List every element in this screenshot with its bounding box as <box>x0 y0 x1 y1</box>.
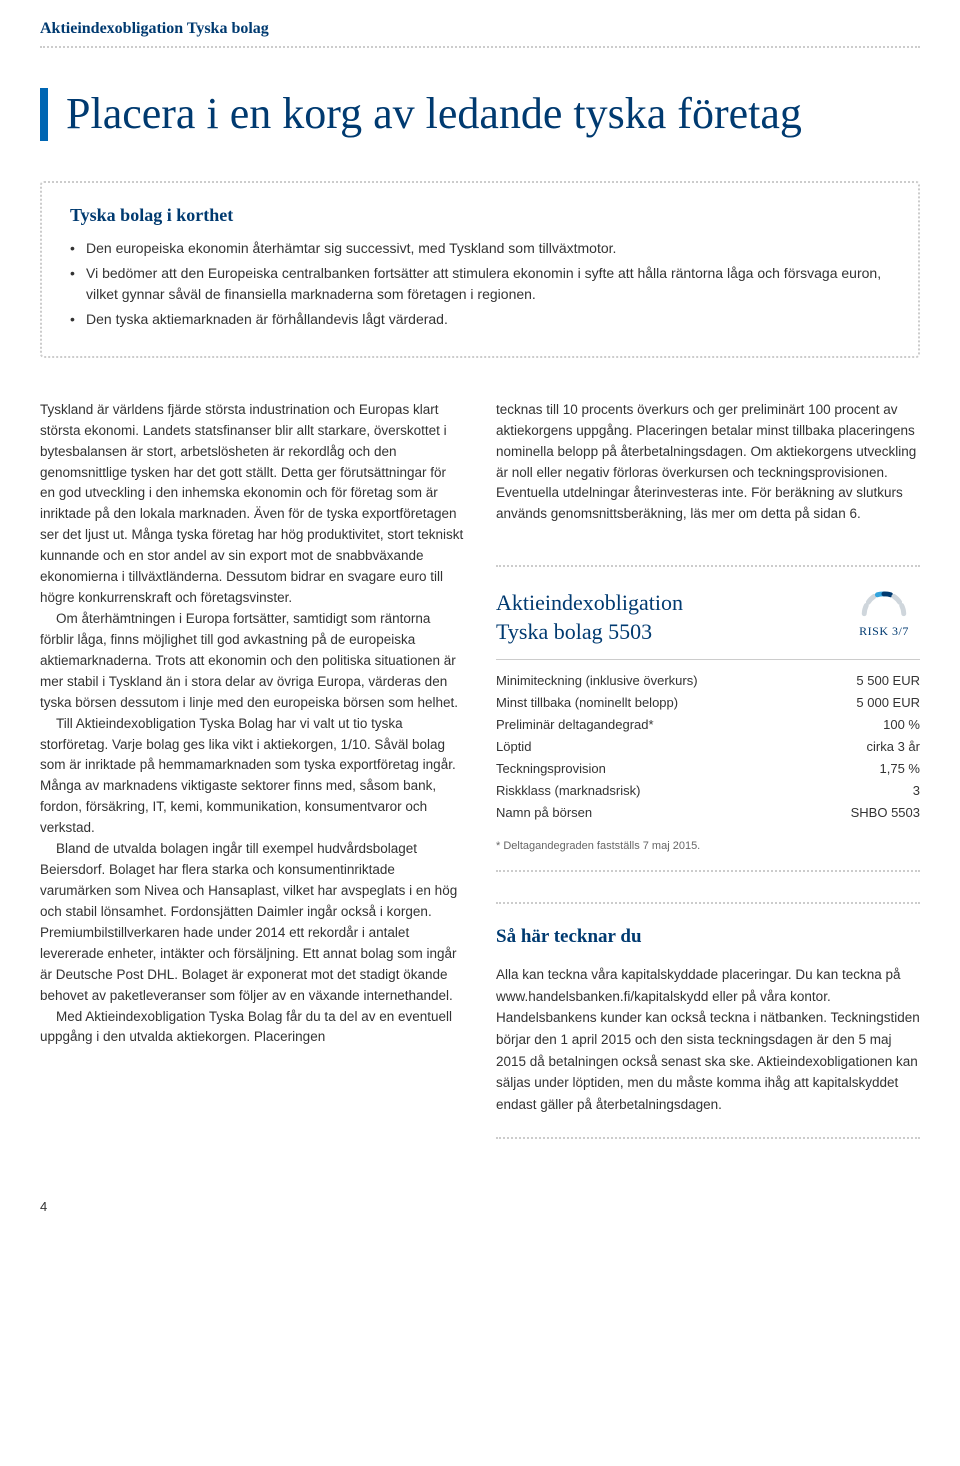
info-card-title-line1: Aktieindexobligation <box>496 590 683 615</box>
info-row: Preliminär deltagandegrad* 100 % <box>496 714 920 736</box>
info-rows: Minimiteckning (inklusive överkurs) 5 50… <box>496 670 920 825</box>
info-row-label: Minst tillbaka (nominellt belopp) <box>496 692 678 714</box>
info-row-label: Preliminär deltagandegrad* <box>496 714 654 736</box>
page-header: Aktieindexobligation Tyska bolag <box>40 20 920 48</box>
info-card-header: Aktieindexobligation Tyska bolag 5503 <box>496 589 920 646</box>
body-paragraph: tecknas till 10 procents överkurs och ge… <box>496 400 920 526</box>
body-paragraph: Om återhämtningen i Europa fortsätter, s… <box>40 609 464 714</box>
body-paragraph: Med Aktieindexobligation Tyska Bolag får… <box>40 1007 464 1049</box>
risk-badge: RISK 3/7 <box>848 589 920 639</box>
info-row: Riskklass (marknadsrisk) 3 <box>496 780 920 802</box>
right-body-text: tecknas till 10 procents överkurs och ge… <box>496 400 920 526</box>
info-row-label: Teckningsprovision <box>496 758 606 780</box>
right-column: tecknas till 10 procents överkurs och ge… <box>496 400 920 1140</box>
info-row-value: 5 500 EUR <box>856 670 920 692</box>
summary-box: Tyska bolag i korthet Den europeiska eko… <box>40 181 920 358</box>
summary-list: Den europeiska ekonomin återhämtar sig s… <box>70 238 890 330</box>
info-row: Namn på börsen SHBO 5503 <box>496 802 920 824</box>
info-row: Teckningsprovision 1,75 % <box>496 758 920 780</box>
howto-text: Alla kan teckna våra kapitalskyddade pla… <box>496 964 920 1115</box>
info-row-label: Riskklass (marknadsrisk) <box>496 780 640 802</box>
info-row: Minimiteckning (inklusive överkurs) 5 50… <box>496 670 920 692</box>
info-card-title-line2: Tyska bolag 5503 <box>496 619 652 644</box>
info-row: Löptid cirka 3 år <box>496 736 920 758</box>
risk-label: RISK 3/7 <box>848 624 920 639</box>
summary-title: Tyska bolag i korthet <box>70 205 890 226</box>
info-row-value: 100 % <box>883 714 920 736</box>
product-info-card: Aktieindexobligation Tyska bolag 5503 <box>496 565 920 872</box>
body-paragraph: Till Aktieindexobligation Tyska Bolag ha… <box>40 714 464 840</box>
body-paragraph: Bland de utvalda bolagen ingår till exem… <box>40 839 464 1006</box>
info-row-label: Löptid <box>496 736 531 758</box>
info-footnote: * Deltagandegraden fastställs 7 maj 2015… <box>496 840 920 852</box>
left-column: Tyskland är världens fjärde största indu… <box>40 400 464 1140</box>
howto-card: Så här tecknar du Alla kan teckna våra k… <box>496 902 920 1139</box>
info-card-divider <box>496 659 920 660</box>
info-row-label: Minimiteckning (inklusive överkurs) <box>496 670 698 692</box>
info-row-label: Namn på börsen <box>496 802 592 824</box>
info-row-value: cirka 3 år <box>867 736 920 758</box>
howto-title: Så här tecknar du <box>496 926 920 948</box>
info-card-title: Aktieindexobligation Tyska bolag 5503 <box>496 589 683 646</box>
page-number: 4 <box>40 1199 920 1214</box>
body-paragraph: Tyskland är världens fjärde största indu… <box>40 400 464 609</box>
summary-bullet: Vi bedömer att den Europeiska centralban… <box>70 263 890 305</box>
main-title: Placera i en korg av ledande tyska föret… <box>40 88 920 141</box>
info-row-value: SHBO 5503 <box>851 802 920 824</box>
two-column-layout: Tyskland är världens fjärde största indu… <box>40 400 920 1140</box>
info-row-value: 3 <box>913 780 920 802</box>
info-row: Minst tillbaka (nominellt belopp) 5 000 … <box>496 692 920 714</box>
summary-bullet: Den europeiska ekonomin återhämtar sig s… <box>70 238 890 259</box>
risk-gauge-icon <box>859 589 909 617</box>
summary-bullet: Den tyska aktiemarknaden är förhållandev… <box>70 309 890 330</box>
info-row-value: 1,75 % <box>880 758 920 780</box>
info-row-value: 5 000 EUR <box>856 692 920 714</box>
